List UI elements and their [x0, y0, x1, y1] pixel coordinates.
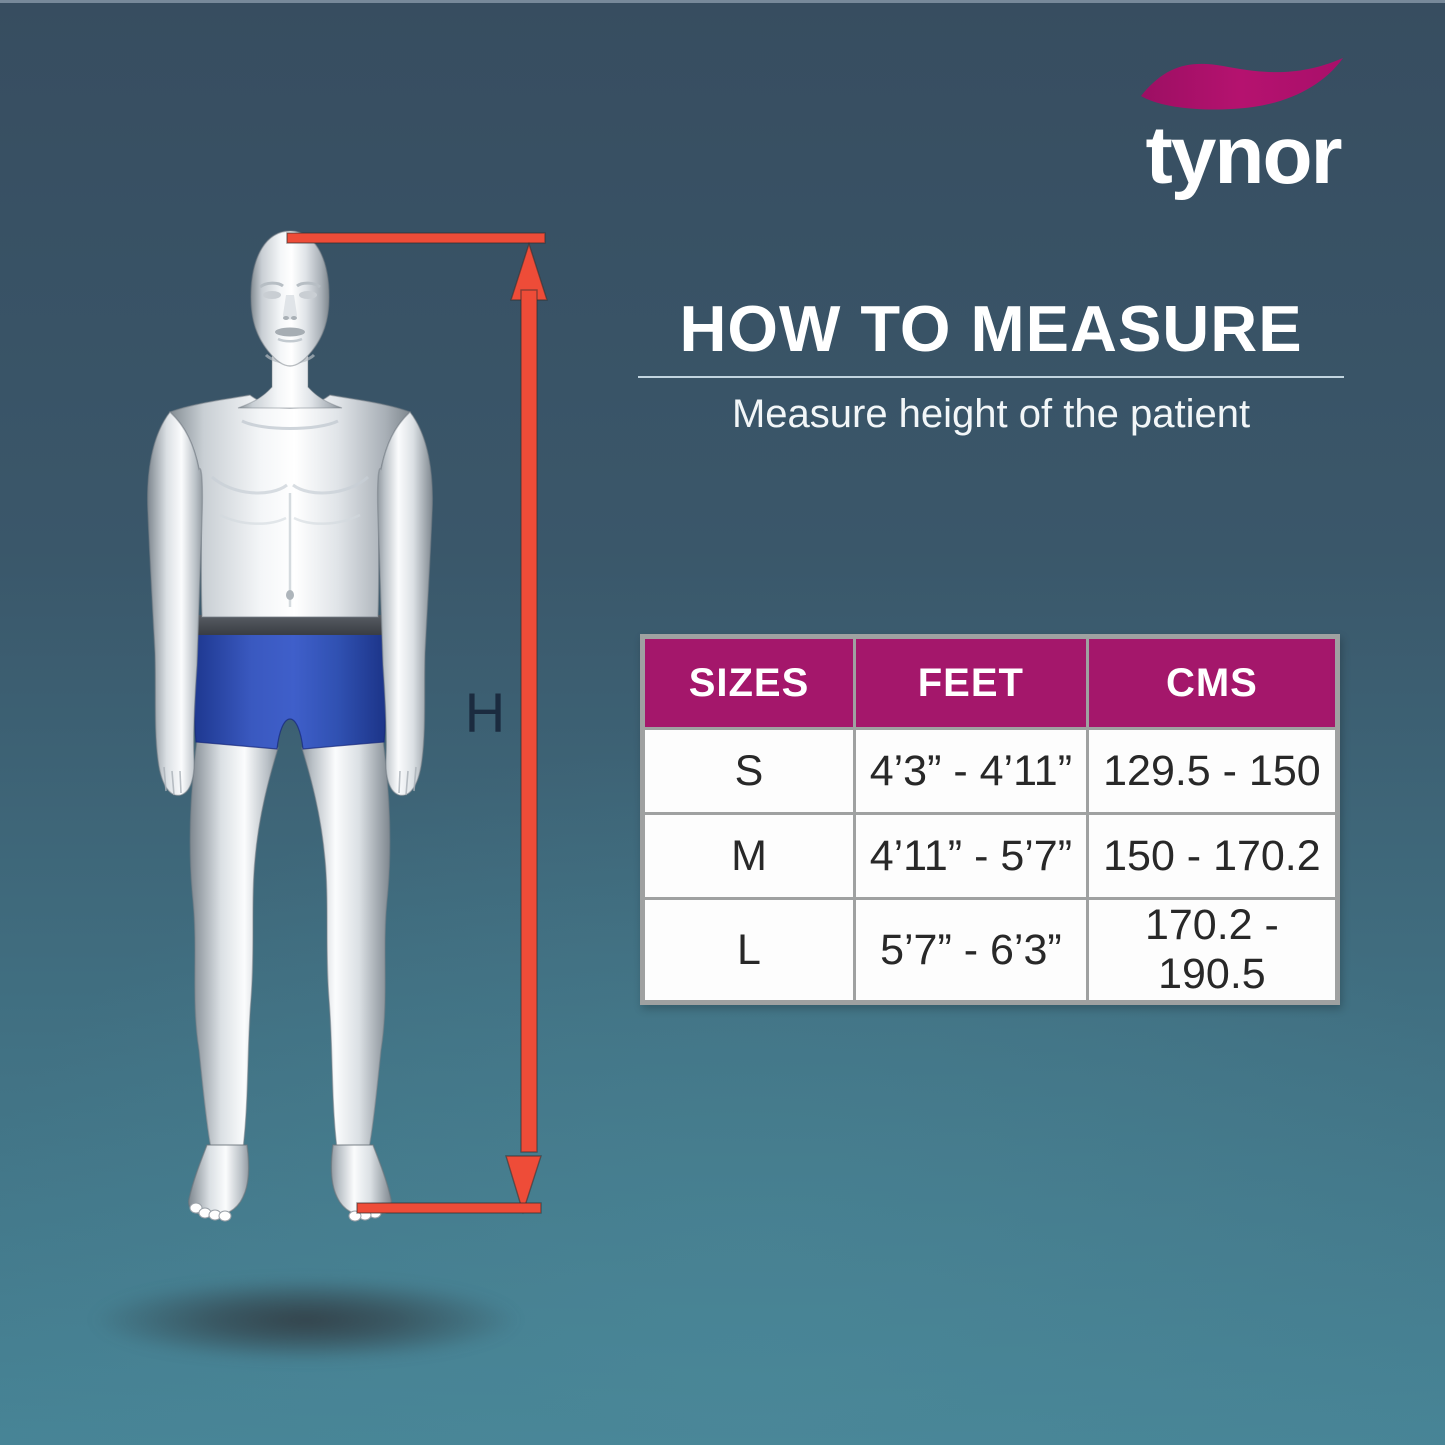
headline-block: HOW TO MEASURE Measure height of the pat… — [638, 294, 1344, 436]
table-row: S 4’3” - 4’11” 129.5 - 150 — [641, 727, 1340, 815]
brand-name: tynor — [1145, 110, 1343, 201]
cms-cell: 170.2 - 190.5 — [1085, 897, 1340, 1004]
tynor-swoosh-icon — [1141, 58, 1343, 110]
mannequin-figure — [146, 230, 434, 1222]
top-reference-line — [286, 232, 546, 244]
tynor-logo: tynor — [1118, 52, 1368, 201]
height-measurement-arrow — [286, 232, 548, 1215]
top-edge-strip — [0, 0, 1445, 3]
feet-cell: 4’11” - 5’7” — [852, 812, 1089, 900]
table-row: L 5’7” - 6’3” 170.2 - 190.5 — [641, 897, 1340, 1004]
bottom-reference-line — [356, 1202, 542, 1214]
column-header-sizes: SIZES — [641, 635, 856, 730]
cms-cell: 129.5 - 150 — [1085, 727, 1340, 815]
page-title: HOW TO MEASURE — [679, 292, 1303, 365]
figure-floor-shadow — [92, 1278, 520, 1362]
feet-cell: 5’7” - 6’3” — [852, 897, 1089, 1004]
page-subtitle: Measure height of the patient — [731, 392, 1251, 436]
arrowhead-down-icon — [505, 1155, 542, 1215]
size-chart-table: SIZES FEET CMS S 4’3” - 4’11” 129.5 - 15… — [640, 634, 1340, 1005]
feet-cell: 4’3” - 4’11” — [852, 727, 1089, 815]
table-row: M 4’11” - 5’7” 150 - 170.2 — [641, 812, 1340, 900]
column-header-cms: CMS — [1085, 635, 1340, 730]
size-cell: S — [641, 727, 856, 815]
column-header-feet: FEET — [852, 635, 1089, 730]
cms-cell: 150 - 170.2 — [1085, 812, 1340, 900]
size-cell: M — [641, 812, 856, 900]
height-label: H — [464, 681, 506, 744]
size-cell: L — [641, 897, 856, 1004]
title-divider — [638, 376, 1344, 378]
table-header-row: SIZES FEET CMS — [641, 635, 1340, 730]
